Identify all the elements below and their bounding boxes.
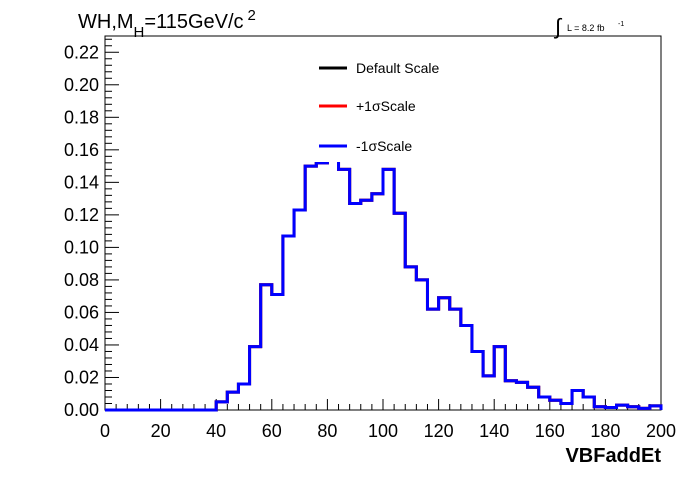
y-tick-label: 0.08 <box>64 270 99 290</box>
x-tick-label: 140 <box>479 421 509 441</box>
x-tick-label: 100 <box>368 421 398 441</box>
x-tick-label: 40 <box>206 421 226 441</box>
legend-label-1: +1σScale <box>356 98 416 114</box>
title-main: WH,M <box>78 11 134 33</box>
y-tick-label: 0.14 <box>64 172 99 192</box>
x-tick-label: 0 <box>100 421 110 441</box>
lumi-superscript: -1 <box>618 21 624 28</box>
title-superscript: 2 <box>248 7 256 24</box>
y-tick-label: 0.20 <box>64 75 99 95</box>
integral-symbol: ∫ <box>553 14 563 39</box>
legend-label-0: Default Scale <box>356 60 439 76</box>
title-subscript: H <box>134 24 145 41</box>
series-line-2 <box>105 140 663 412</box>
x-tick-label: 180 <box>590 421 620 441</box>
chart-title: WH,MH=115GeV/c 2 <box>78 7 256 41</box>
series-layer <box>105 140 663 412</box>
y-tick-label: 0.00 <box>64 400 99 420</box>
y-axis: 0.00 0.02 0.04 0.06 0.08 0.10 0.12 0.14 0.16 0.18… <box>64 38 119 420</box>
y-tick-label: 0.04 <box>64 335 99 355</box>
y-tick-label: 0.16 <box>64 140 99 160</box>
x-tick-label: 20 <box>151 421 171 441</box>
x-tick-label: 60 <box>262 421 282 441</box>
y-tick-label: 0.18 <box>64 107 99 127</box>
x-tick-label: 120 <box>424 421 454 441</box>
legend: Default Scale +1σScale -1σScale <box>308 50 458 162</box>
x-tick-label: 160 <box>535 421 565 441</box>
x-axis-label: VBFaddEt <box>565 445 661 467</box>
y-tick-label: 0.02 <box>64 367 99 387</box>
x-tick-label: 200 <box>646 421 676 441</box>
x-tick-label: 80 <box>317 421 337 441</box>
lumi-text: L = 8.2 fb <box>567 23 604 33</box>
y-tick-label: 0.10 <box>64 237 99 257</box>
y-tick-label: 0.06 <box>64 302 99 322</box>
legend-label-2: -1σScale <box>356 138 412 154</box>
luminosity-label: ∫ L = 8.2 fb -1 <box>553 14 624 39</box>
title-rest: =115GeV/c <box>144 11 243 33</box>
y-tick-label: 0.12 <box>64 205 99 225</box>
y-tick-label: 0.22 <box>64 42 99 62</box>
x-axis: 0 20 40 60 80 100 120 140 160 180 200 <box>100 399 676 441</box>
